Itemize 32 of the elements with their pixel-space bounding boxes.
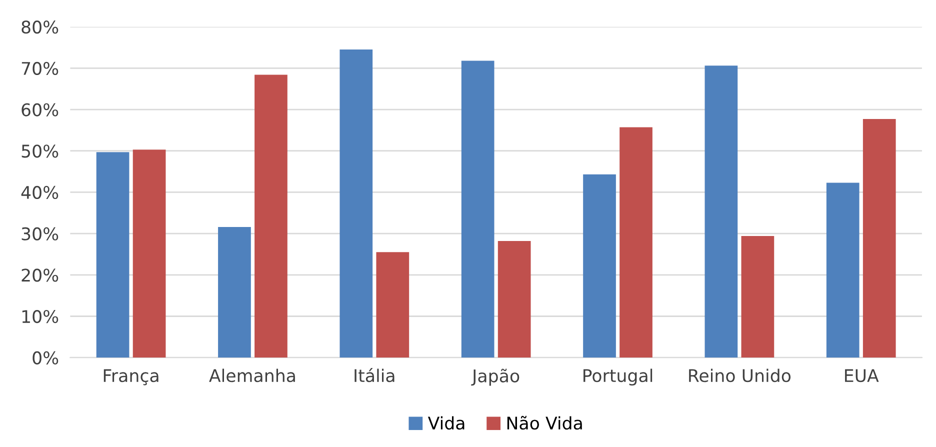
legend-label: Vida [428,416,464,430]
x-tick-label: França [104,369,158,386]
bar [132,150,166,358]
y-tick-label: 20% [22,268,58,282]
legend-label: Não Vida [507,416,582,430]
bar [620,127,652,358]
bar [862,119,896,358]
y-tick-label: 10% [22,310,58,324]
x-tick-label: Reino Unido [689,368,791,382]
bar [741,236,774,358]
x-tick-label: EUA [845,369,879,382]
bar [498,241,531,358]
bar [96,152,130,358]
y-tick-label: 50% [22,144,58,158]
y-tick-label: 30% [22,227,58,240]
bar [826,182,860,358]
y-tick-label: 60% [22,103,58,116]
bar [340,50,373,358]
x-tick-label: Portugal [584,368,652,386]
y-tick-label: 70% [22,62,58,76]
y-tick-label: 80% [22,20,58,34]
y-tick-label: 0% [32,351,58,364]
bar [583,174,616,358]
bar [218,226,251,358]
bar [254,74,288,358]
bar [376,252,410,358]
bar [704,66,738,358]
x-tick-label: Itália [354,368,394,382]
x-tick-label: Alemanha [209,368,295,382]
bar [461,60,494,358]
y-tick-label: 40% [21,186,58,200]
x-tick-label: Japão [471,368,520,386]
